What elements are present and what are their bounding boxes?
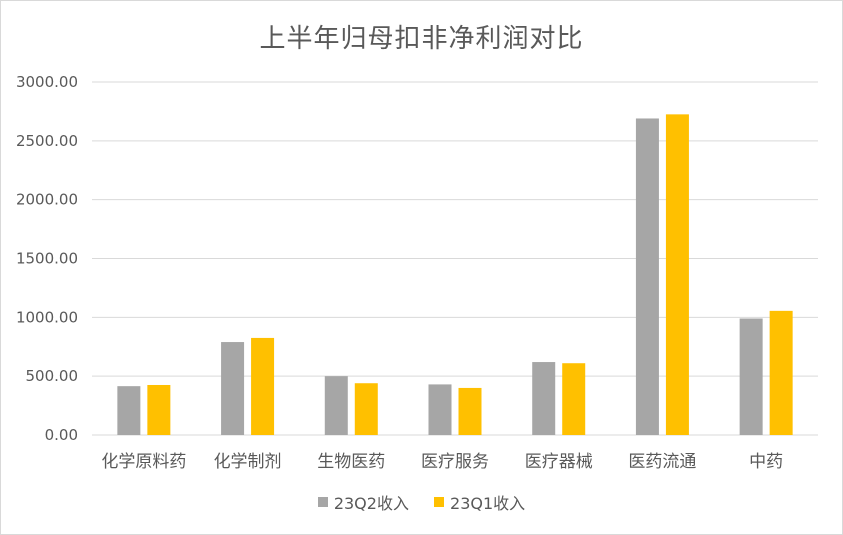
y-tick-label: 1500.00	[16, 250, 78, 268]
x-category-label: 化学原料药	[101, 452, 186, 472]
x-category-label: 生物医药	[317, 452, 385, 472]
legend-swatch-q1	[434, 497, 445, 507]
bar-q1	[665, 114, 689, 435]
x-category-label: 中药	[749, 452, 783, 472]
bar-q2	[117, 386, 141, 435]
x-category-label: 医药流通	[628, 452, 696, 472]
bar-q2	[635, 118, 659, 435]
bar-q2	[532, 362, 556, 435]
y-axis-ticks: 0.00 500.00 1000.00 1500.00 2000.00 2500.00 30…	[16, 73, 78, 444]
bar-q2	[324, 376, 348, 435]
legend: 23Q2收入 23Q1收入	[0, 490, 843, 514]
bar-q1	[251, 337, 275, 435]
bars	[117, 114, 793, 435]
legend-item-q2: 23Q2收入	[317, 490, 409, 514]
bar-q2	[428, 384, 452, 435]
x-category-label: 医疗服务	[421, 452, 489, 472]
legend-swatch-q2	[317, 497, 328, 507]
bar-q1	[562, 363, 586, 435]
bar-q1	[458, 387, 482, 435]
legend-item-q1: 23Q1收入	[434, 490, 525, 514]
bar-q1	[147, 384, 171, 435]
bar-q1	[354, 383, 378, 435]
x-category-label: 化学制剂	[214, 452, 282, 472]
legend-label-q2: 23Q2收入	[333, 494, 409, 513]
bar-q2	[739, 318, 763, 435]
y-tick-label: 2000.00	[16, 191, 78, 209]
y-tick-label: 500.00	[26, 367, 79, 385]
bar-q1	[769, 310, 793, 435]
y-tick-label: 0.00	[45, 426, 78, 444]
y-tick-label: 2500.00	[16, 132, 78, 150]
x-axis-labels: 化学原料药 化学制剂 生物医药 医疗服务 医疗器械 医药流通 中药	[101, 452, 783, 472]
y-tick-label: 1000.00	[16, 308, 78, 326]
legend-label-q1: 23Q1收入	[450, 494, 526, 513]
y-tick-label: 3000.00	[16, 73, 78, 91]
chart-title: 上半年归母扣非净利润对比	[259, 24, 584, 54]
bar-q2	[221, 342, 245, 435]
gridlines	[92, 81, 818, 436]
x-category-label: 医疗器械	[525, 452, 593, 472]
